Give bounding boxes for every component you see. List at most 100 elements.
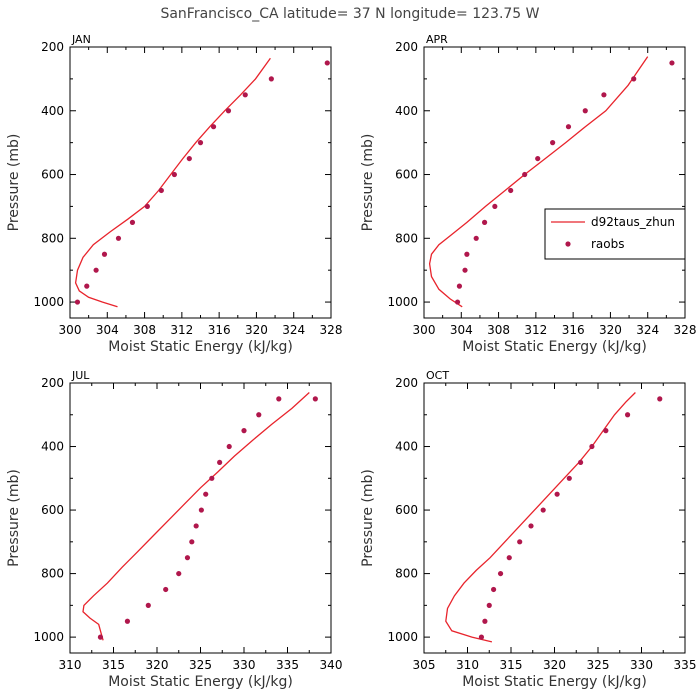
data-point-raobs <box>124 618 131 624</box>
data-point-raobs <box>210 124 217 130</box>
y-tick-label: 600 <box>395 168 418 182</box>
x-tick-label: 320 <box>245 323 268 337</box>
x-tick-label: 315 <box>500 658 523 672</box>
x-tick-label: 330 <box>233 658 256 672</box>
x-tick-label: 300 <box>413 323 436 337</box>
data-point-raobs <box>486 602 492 608</box>
y-axis-title: Pressure (mb) <box>6 134 22 232</box>
data-point-raobs <box>478 634 485 640</box>
data-point-raobs <box>189 539 195 545</box>
panel-label: JUL <box>71 369 90 382</box>
data-point-raobs <box>540 507 546 513</box>
data-point-raobs <box>84 283 90 289</box>
y-tick-label: 800 <box>395 567 418 581</box>
y-tick-label: 600 <box>41 503 64 517</box>
series-line-d92taus_zhun <box>74 57 271 308</box>
y-tick-label: 800 <box>41 567 64 581</box>
data-point-raobs <box>241 428 247 434</box>
legend-label-model: d92taus_zhun <box>591 215 675 229</box>
x-axis-title: Moist Static Energy (kJ/kg) <box>108 674 293 690</box>
panel-label: JAN <box>71 33 91 46</box>
x-tick-label: 300 <box>59 323 82 337</box>
data-point-raobs <box>582 108 588 114</box>
x-tick-label: 330 <box>630 658 653 672</box>
data-point-raobs <box>184 555 191 561</box>
data-point-raobs <box>492 203 498 210</box>
y-tick-label: 200 <box>395 40 418 54</box>
plot-frame <box>423 46 686 319</box>
x-tick-label: 315 <box>102 658 125 672</box>
y-axis-title: Pressure (mb) <box>360 469 376 567</box>
x-tick-label: 328 <box>320 323 343 337</box>
series-line-d92taus_zhun <box>428 56 649 308</box>
panel-label: APR <box>426 33 448 46</box>
data-point-raobs <box>657 396 663 402</box>
panel-jul: JUL 310 315 320 325 330 335 340 200 400 600 800 1000… <box>6 369 342 690</box>
data-point-raobs <box>565 124 572 130</box>
panel-apr: APR 300 304 308 312 316 320 324 328 200 400 600 800 1… <box>360 33 696 355</box>
y-tick-label: 400 <box>41 104 64 118</box>
data-point-raobs <box>198 507 204 513</box>
data-point-raobs <box>226 443 232 450</box>
x-tick-label: 325 <box>587 658 610 672</box>
data-point-raobs <box>462 267 468 273</box>
plot-frame <box>423 382 686 654</box>
data-point-raobs <box>517 539 523 545</box>
data-point-raobs <box>171 171 177 178</box>
data-point-raobs <box>144 203 150 210</box>
series-line-d92taus_zhun <box>445 392 636 643</box>
x-tick-label: 340 <box>320 658 343 672</box>
x-axis-title: Moist Static Energy (kJ/kg) <box>462 674 647 690</box>
data-point-raobs <box>74 299 81 305</box>
y-tick-label: 600 <box>395 503 418 517</box>
x-tick-label: 335 <box>674 658 697 672</box>
data-point-raobs <box>631 76 637 82</box>
x-tick-label: 328 <box>674 323 697 337</box>
y-axis-title: Pressure (mb) <box>6 469 22 567</box>
x-tick-label: 325 <box>189 658 212 672</box>
data-point-raobs <box>217 459 223 466</box>
panel-oct: OCT 305 310 315 320 325 330 335 200 400 600 800 1000… <box>360 369 696 690</box>
data-point-raobs <box>535 155 541 162</box>
y-axis-title: Pressure (mb) <box>360 134 376 232</box>
x-tick-label: 304 <box>96 323 119 337</box>
data-point-raobs <box>550 140 556 146</box>
x-tick-label: 320 <box>599 323 622 337</box>
y-tick-label: 1000 <box>387 630 418 644</box>
data-point-raobs <box>276 396 282 402</box>
data-point-raobs <box>97 634 104 640</box>
data-point-raobs <box>566 475 572 481</box>
data-point-raobs <box>603 428 609 434</box>
x-tick-label: 316 <box>208 323 231 337</box>
data-point-raobs <box>129 219 136 225</box>
data-point-raobs <box>197 140 204 146</box>
y-tick-label: 400 <box>41 440 64 454</box>
data-point-raobs <box>203 491 209 497</box>
data-point-raobs <box>508 187 514 194</box>
figure-title: SanFrancisco_CA latitude= 37 N longitude… <box>160 6 539 22</box>
x-tick-label: 304 <box>450 323 473 337</box>
legend-box <box>544 208 686 260</box>
data-point-raobs <box>93 267 99 273</box>
y-tick-label: 800 <box>41 231 64 245</box>
data-point-raobs <box>209 475 215 481</box>
x-tick-label: 324 <box>282 323 305 337</box>
data-point-raobs <box>464 251 470 257</box>
data-point-raobs <box>589 443 595 450</box>
data-point-raobs <box>158 187 164 194</box>
data-point-raobs <box>256 412 262 418</box>
x-tick-label: 308 <box>487 323 510 337</box>
data-point-raobs <box>522 171 528 178</box>
x-tick-label: 308 <box>133 323 156 337</box>
data-point-raobs <box>482 618 488 624</box>
x-tick-label: 305 <box>413 658 436 672</box>
y-tick-label: 200 <box>41 40 64 54</box>
y-tick-label: 1000 <box>33 295 64 309</box>
panel-jan: JAN 300 304 308 312 316 320 324 328 200 400 600 800 1… <box>6 33 342 355</box>
data-point-raobs <box>669 60 675 66</box>
data-point-raobs <box>456 283 463 289</box>
data-point-raobs <box>225 108 232 114</box>
y-tick-label: 1000 <box>33 630 64 644</box>
